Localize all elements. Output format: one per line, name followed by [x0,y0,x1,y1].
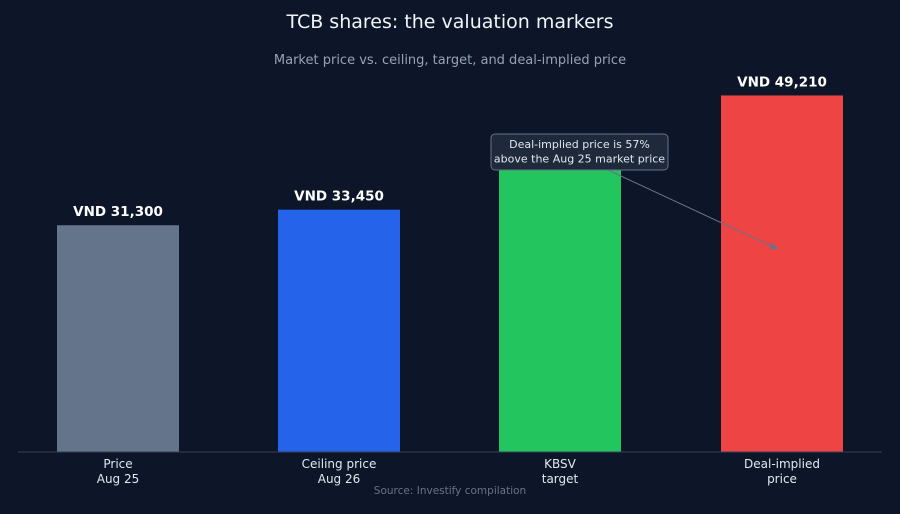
value-label-1: VND 31,300 [73,204,163,220]
annotation: Deal-implied price is 57% above the Aug 2… [490,133,779,250]
tick-label-4-line-2: price [767,472,797,486]
chart-title: TCB shares: the valuation markers [285,11,613,33]
tick-label-3-line-1: KBSV [544,457,577,471]
bars-group [57,95,843,453]
value-label-2: VND 33,450 [294,189,384,205]
tick-label-2-line-1: Ceiling price [302,457,377,471]
annotation-arrow-line [607,169,779,250]
chart-subtitle: Market price vs. ceiling, target, and de… [274,53,626,68]
annotation-text-line-2: above the Aug 25 market price [494,153,665,166]
tick-label-4-line-1: Deal-implied [744,457,820,471]
bar-3 [499,164,621,453]
bar-1 [57,225,179,452]
tick-label-1-line-1: Price [103,457,132,471]
tick-label-1-line-2: Aug 25 [97,472,140,486]
bar-2 [278,209,400,452]
annotation-text-line-1: Deal-implied price is 57% [509,138,650,151]
value-label-4: VND 49,210 [737,74,827,90]
bar-4 [721,95,843,452]
tick-label-2-line-2: Aug 26 [318,472,361,486]
annotation-arrow-head [769,242,778,250]
source-note: Source: Investify compilation [374,485,526,497]
tick-label-3-line-2: target [542,472,579,486]
annotation-box [490,133,669,171]
